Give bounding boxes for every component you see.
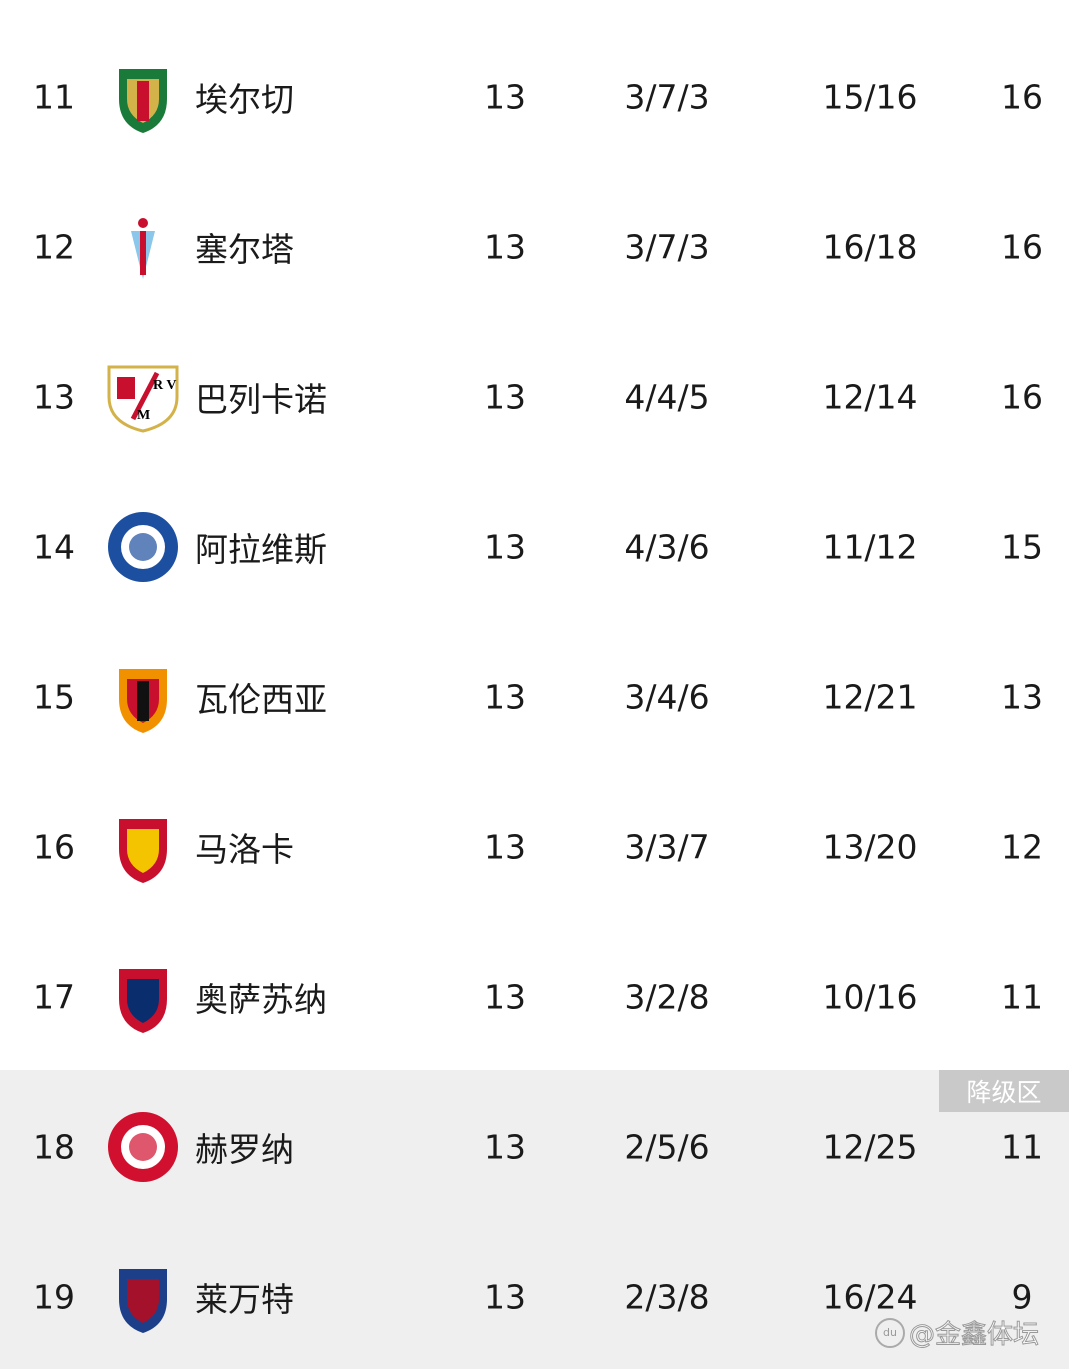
team-name[interactable]: 埃尔切	[195, 80, 294, 119]
table-row[interactable]: 14 阿拉维斯 13 4/3/6 11/12 15	[0, 472, 1069, 622]
team-name[interactable]: 莱万特	[195, 1280, 294, 1319]
rank: 14	[33, 527, 75, 567]
points: 11	[1001, 1127, 1043, 1167]
points: 9	[1011, 1277, 1033, 1317]
levante-crest-icon	[105, 1259, 181, 1335]
win-draw-loss: 3/7/3	[624, 227, 710, 267]
goals-for-against: 13/20	[822, 827, 918, 867]
team-name[interactable]: 马洛卡	[195, 830, 294, 869]
goals-for-against: 12/21	[822, 677, 918, 717]
rank: 19	[33, 1277, 75, 1317]
points: 16	[1001, 227, 1043, 267]
svg-text:M: M	[137, 408, 150, 423]
valencia-crest-icon	[105, 659, 181, 735]
goals-for-against: 15/16	[822, 77, 918, 117]
table-row[interactable]: 18 赫罗纳 13 2/5/6 12/25 11	[0, 1072, 1069, 1222]
rank: 11	[33, 77, 75, 117]
matches-played: 13	[484, 1277, 526, 1317]
rank: 18	[33, 1127, 75, 1167]
rank: 15	[33, 677, 75, 717]
points: 12	[1001, 827, 1043, 867]
matches-played: 13	[484, 977, 526, 1017]
win-draw-loss: 2/5/6	[624, 1127, 710, 1167]
goals-for-against: 10/16	[822, 977, 918, 1017]
points: 11	[1001, 977, 1043, 1017]
table-row[interactable]: 16 马洛卡 13 3/3/7 13/20 12	[0, 772, 1069, 922]
goals-for-against: 11/12	[822, 527, 918, 567]
table-row[interactable]: 17 奥萨苏纳 13 3/2/8 10/16 11	[0, 922, 1069, 1072]
celta-crest-icon	[105, 209, 181, 285]
matches-played: 13	[484, 527, 526, 567]
goals-for-against: 16/18	[822, 227, 918, 267]
rank: 12	[33, 227, 75, 267]
matches-played: 13	[484, 227, 526, 267]
team-name[interactable]: 阿拉维斯	[195, 530, 327, 569]
points: 16	[1001, 377, 1043, 417]
alaves-crest-icon	[105, 509, 181, 585]
goals-for-against: 12/25	[822, 1127, 918, 1167]
girona-crest-icon	[105, 1109, 181, 1185]
win-draw-loss: 3/3/7	[624, 827, 710, 867]
matches-played: 13	[484, 827, 526, 867]
table-row[interactable]: 19 莱万特 13 2/3/8 16/24 9	[0, 1222, 1069, 1372]
team-name[interactable]: 塞尔塔	[195, 230, 294, 269]
mallorca-crest-icon	[105, 809, 181, 885]
matches-played: 13	[484, 377, 526, 417]
win-draw-loss: 3/7/3	[624, 77, 710, 117]
table-row[interactable]: 12 塞尔塔 13 3/7/3 16/18 16	[0, 172, 1069, 322]
watermark: du @金鑫体坛	[875, 1314, 1040, 1351]
table-row[interactable]: 15 瓦伦西亚 13 3/4/6 12/21 13	[0, 622, 1069, 772]
win-draw-loss: 4/4/5	[624, 377, 710, 417]
rank: 13	[33, 377, 75, 417]
relegation-zone-label: 降级区	[939, 1070, 1069, 1112]
matches-played: 13	[484, 1127, 526, 1167]
svg-text:R V: R V	[153, 378, 176, 393]
elche-crest-icon	[105, 59, 181, 135]
win-draw-loss: 2/3/8	[624, 1277, 710, 1317]
rank: 16	[33, 827, 75, 867]
osasuna-crest-icon	[105, 959, 181, 1035]
win-draw-loss: 4/3/6	[624, 527, 710, 567]
baidu-paw-icon: du	[875, 1317, 905, 1348]
table-row[interactable]: 11 埃尔切 13 3/7/3 15/16 16	[0, 22, 1069, 172]
points: 15	[1001, 527, 1043, 567]
team-name[interactable]: 赫罗纳	[195, 1130, 294, 1169]
team-name[interactable]: 巴列卡诺	[195, 380, 327, 419]
matches-played: 13	[484, 77, 526, 117]
win-draw-loss: 3/2/8	[624, 977, 710, 1017]
watermark-text: @金鑫体坛	[908, 1320, 1040, 1351]
rank: 17	[33, 977, 75, 1017]
goals-for-against: 12/14	[822, 377, 918, 417]
team-name[interactable]: 奥萨苏纳	[195, 980, 327, 1019]
matches-played: 13	[484, 677, 526, 717]
team-name[interactable]: 瓦伦西亚	[195, 680, 327, 719]
win-draw-loss: 3/4/6	[624, 677, 710, 717]
points: 16	[1001, 77, 1043, 117]
points: 13	[1001, 677, 1043, 717]
goals-for-against: 16/24	[822, 1277, 918, 1317]
